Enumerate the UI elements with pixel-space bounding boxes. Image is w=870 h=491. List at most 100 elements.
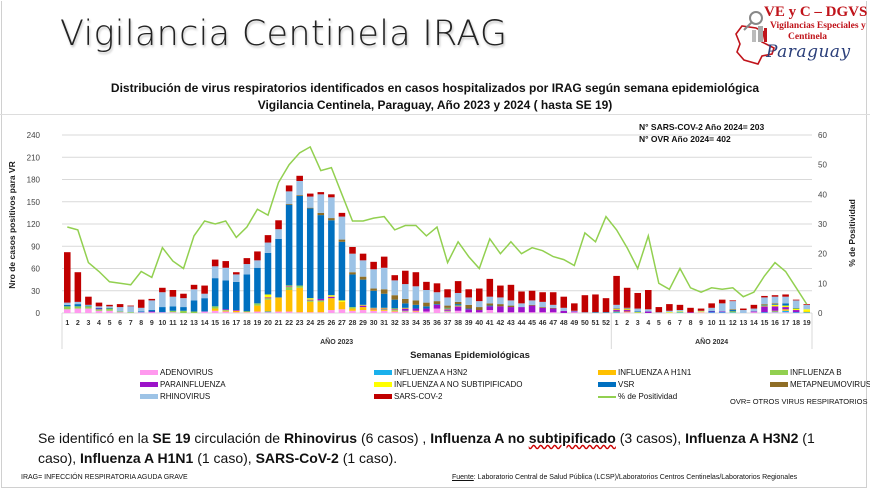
bar-segment (613, 308, 620, 310)
x-tick-label: 35 (423, 320, 431, 327)
bar-segment (708, 303, 715, 308)
bar-segment (391, 280, 399, 296)
bar-segment (634, 292, 641, 309)
bar-segment (211, 266, 219, 279)
bar-segment (560, 307, 568, 311)
bar-segment (338, 239, 346, 242)
bar-segment (486, 306, 494, 311)
bar-segment (771, 304, 779, 305)
summary-virus: Influenza A H1N1 (80, 450, 194, 466)
x-tick-label: 34 (412, 320, 420, 327)
bar-segment (180, 293, 187, 299)
bar-segment (233, 312, 240, 313)
bar-segment (687, 312, 694, 313)
bar-segment (285, 204, 293, 286)
bar-segment (285, 285, 293, 287)
bar-segment (454, 301, 462, 305)
x-tick-label: 2 (625, 320, 629, 327)
bar-segment (402, 308, 409, 311)
bar-segment (159, 312, 166, 313)
bar-segment (444, 289, 451, 298)
bar-segment (370, 307, 377, 309)
bar-segment (222, 267, 230, 281)
bar-segment (74, 308, 82, 313)
y-tick-label: 210 (27, 153, 41, 162)
bar-segment (792, 308, 800, 311)
bar-segment (528, 290, 536, 301)
bar-segment (729, 312, 737, 313)
bar-segment (370, 269, 377, 289)
bar-segment (306, 193, 314, 197)
bar-segment (391, 309, 399, 311)
bar-segment (380, 310, 388, 313)
paraguay-map-logo-icon (735, 11, 775, 65)
bar-segment (296, 285, 303, 288)
bar-segment (792, 300, 800, 308)
bar-segment (465, 309, 472, 313)
bar-segment (296, 195, 303, 196)
bar-segment (454, 304, 462, 306)
bar-segment (782, 310, 789, 313)
bar-segment (465, 312, 472, 313)
bar-segment (243, 258, 251, 265)
y-tick-label: 240 (27, 131, 41, 140)
bar-segment (169, 310, 177, 313)
bar-segment (528, 304, 536, 306)
x-tick-label: 47 (549, 320, 557, 327)
bar-segment (285, 287, 293, 291)
bar-segment (771, 306, 779, 311)
legend-item: % de Positividad (598, 392, 677, 401)
x-tick-label: 4 (646, 320, 650, 327)
bar-segment (475, 288, 483, 302)
bar-segment (549, 307, 557, 309)
bar-segment (190, 289, 198, 301)
bar-segment (771, 312, 779, 313)
bar-segment (380, 256, 388, 268)
x-tick-label: 31 (380, 320, 388, 327)
bar-segment (243, 311, 251, 313)
bar-segment (592, 294, 599, 313)
bar-segment (740, 310, 747, 313)
legend-swatch (374, 382, 392, 387)
legend-swatch (770, 382, 788, 387)
bar-segment (338, 241, 346, 301)
annotation-ovr: N° OVR Año 2024= 402 (639, 134, 731, 144)
bar-segment (402, 284, 409, 299)
x-tick-label: 5 (657, 320, 661, 327)
bar-segment (708, 310, 715, 312)
bar-segment (423, 311, 430, 313)
bar-segment (338, 216, 346, 240)
bar-segment (644, 290, 652, 310)
bar-segment (391, 295, 399, 300)
chart-subtitle: Vigilancia Centinela, Paraguay, Año 2023… (257, 98, 613, 112)
bar-segment (264, 294, 272, 298)
bar-segment (201, 285, 208, 294)
bar-segment (391, 310, 399, 311)
bar-segment (169, 306, 177, 311)
bar-segment (306, 208, 314, 299)
bar-segment (233, 272, 240, 275)
x-tick-label: 18 (792, 320, 800, 327)
bar-segment (180, 298, 187, 308)
bar-segment (507, 305, 515, 308)
bar-segment (359, 304, 367, 306)
legend-item: VSR (598, 380, 634, 389)
bar-segment (560, 296, 568, 308)
x-tick-label: 17 (782, 320, 790, 327)
bar-segment (106, 310, 113, 313)
bar-segment (116, 304, 124, 308)
bar-segment (306, 300, 314, 302)
bar-segment (148, 298, 156, 301)
bar-segment (634, 308, 641, 312)
bar-segment (190, 284, 198, 290)
bar-segment (412, 300, 420, 305)
bar-segment (402, 303, 409, 308)
x-tick-label: 16 (771, 320, 779, 327)
bar-segment (328, 220, 335, 296)
bar-segment (676, 312, 684, 313)
bar-segment (792, 299, 800, 301)
bar-segment (148, 310, 156, 312)
bar-segment (180, 307, 187, 311)
bar-segment (95, 309, 103, 311)
bar-segment (729, 300, 737, 302)
